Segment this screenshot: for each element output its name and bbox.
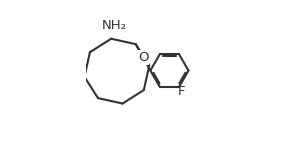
Text: F: F bbox=[178, 85, 185, 98]
Text: NH₂: NH₂ bbox=[102, 19, 127, 32]
Text: O: O bbox=[138, 51, 148, 64]
